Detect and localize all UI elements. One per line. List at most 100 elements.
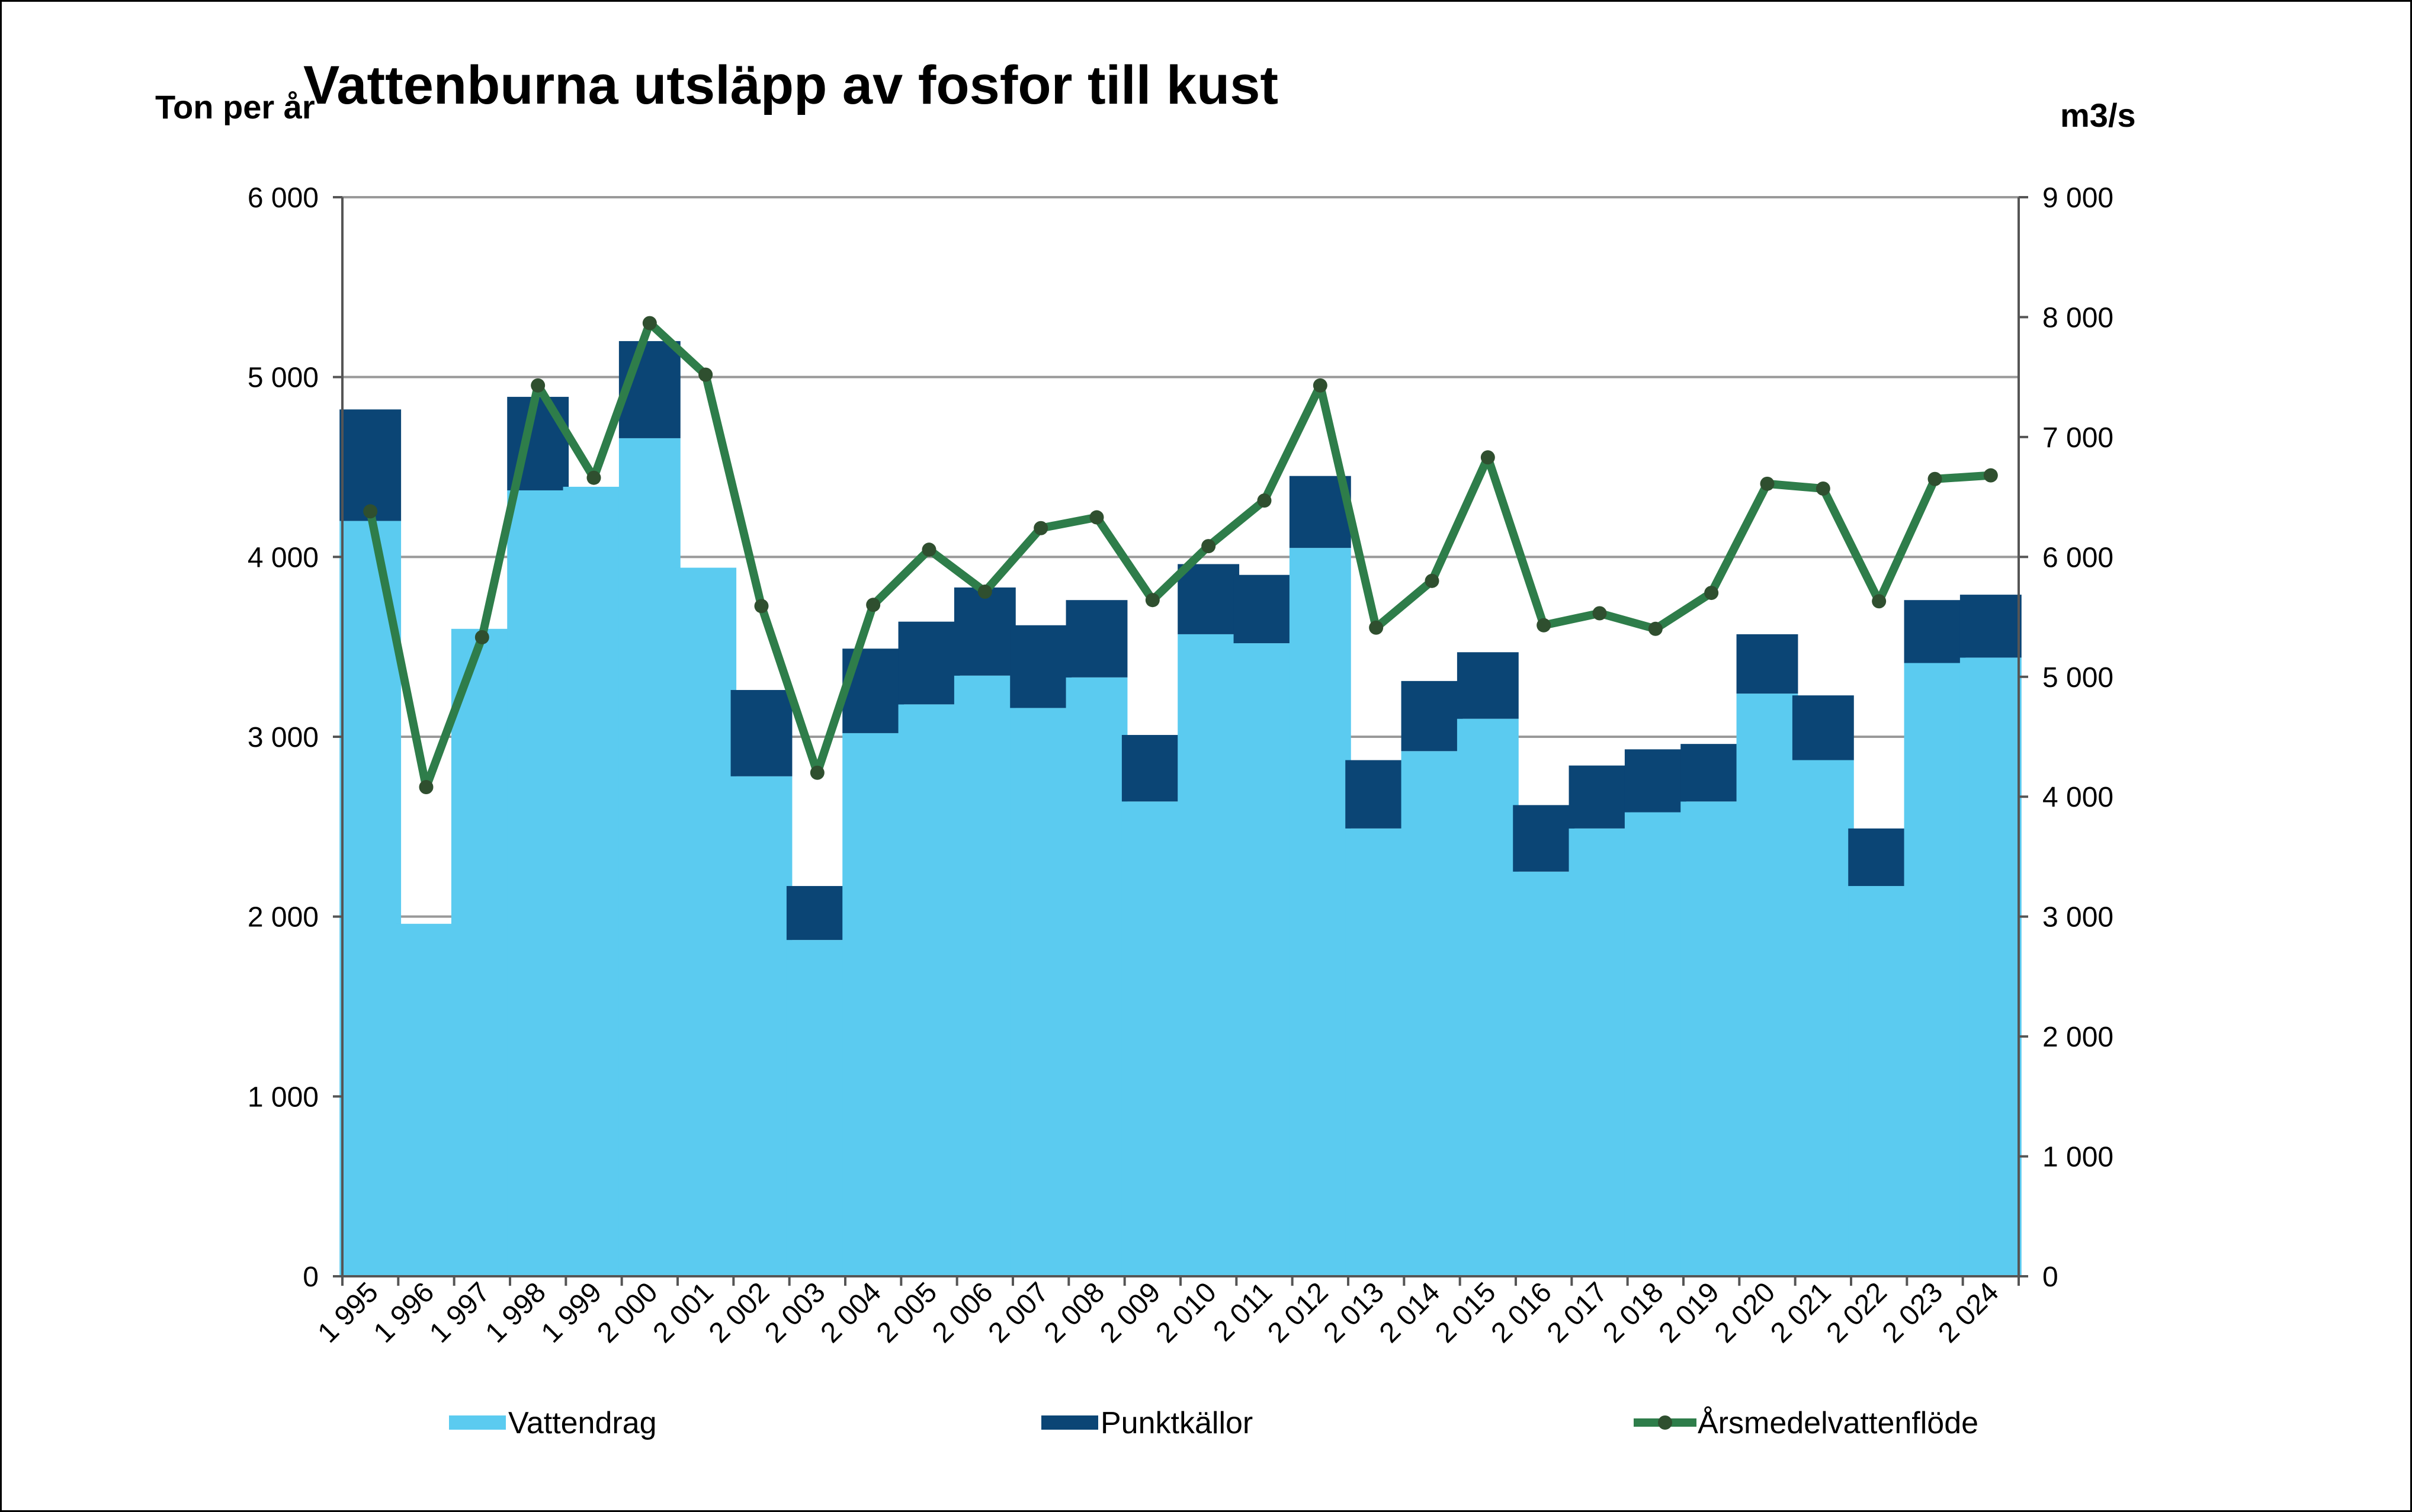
bar-punktkallor — [1848, 828, 1910, 887]
y-axis-left-label: Ton per år — [155, 88, 315, 126]
x-tick-label: 2 002 — [703, 1276, 775, 1349]
x-tick-label: 2 017 — [1541, 1276, 1614, 1349]
bar-vattendrag — [898, 704, 960, 1276]
flow-point — [698, 367, 713, 382]
legend: Vattendrag Punktkällor Årsmedelvattenflöde — [449, 1406, 1978, 1440]
bar-vattendrag — [1010, 708, 1072, 1276]
bar-punktkallor — [1792, 695, 1854, 760]
bar-vattendrag — [1289, 548, 1351, 1276]
bar-punktkallor — [1736, 634, 1798, 694]
y-right-tick-label: 6 000 — [2042, 542, 2113, 573]
flow-point — [1089, 510, 1104, 525]
bar-vattendrag — [1624, 812, 1686, 1276]
x-tick-label: 2 014 — [1374, 1276, 1446, 1349]
y-left-tick-label: 6 000 — [248, 182, 319, 214]
y-left-tick-label: 4 000 — [248, 542, 319, 573]
legend-label-vattendrag: Vattendrag — [508, 1406, 657, 1440]
bar-punktkallor — [1569, 765, 1631, 829]
bar-punktkallor — [1513, 805, 1575, 872]
x-tick-label: 2 005 — [871, 1276, 943, 1349]
y-left-tick-label: 5 000 — [248, 362, 319, 394]
x-tick-label: 2 009 — [1094, 1276, 1166, 1349]
bar-punktkallor — [786, 886, 848, 940]
bar-vattendrag — [786, 940, 848, 1276]
flow-point — [419, 780, 434, 795]
bar-vattendrag — [1345, 828, 1407, 1276]
bar-punktkallor — [1233, 574, 1295, 644]
bars — [339, 341, 2022, 1276]
bar-vattendrag — [1457, 718, 1519, 1276]
x-tick-label: 2 011 — [1207, 1276, 1278, 1347]
x-tick-label: 2 021 — [1765, 1276, 1837, 1349]
bar-punktkallor — [954, 587, 1016, 676]
flow-point — [1816, 481, 1830, 496]
bar-punktkallor — [1959, 595, 2022, 658]
flow-point — [642, 316, 657, 330]
x-tick-label: 2 018 — [1597, 1276, 1669, 1349]
flow-point — [1592, 606, 1607, 621]
bar-punktkallor — [1680, 744, 1743, 802]
flow-point — [1425, 573, 1439, 588]
x-tick-label: 2 001 — [647, 1276, 720, 1349]
bar-vattendrag — [842, 733, 904, 1276]
flow-point — [866, 598, 881, 612]
flow-point — [754, 599, 769, 614]
flow-series-line — [366, 319, 1991, 792]
x-tick-label: 2 015 — [1429, 1276, 1502, 1349]
bar-punktkallor — [1121, 734, 1183, 802]
bar-punktkallor — [730, 690, 793, 776]
bar-vattendrag — [1904, 663, 1966, 1276]
y-left-tick-label: 3 000 — [248, 722, 319, 753]
y-right-tick-label: 5 000 — [2042, 662, 2113, 694]
x-tick-label: 1 996 — [368, 1276, 440, 1349]
x-tick-label: 2 023 — [1877, 1276, 1949, 1349]
legend-label-punktkallor: Punktkällor — [1101, 1406, 1253, 1440]
x-tick-label: 2 006 — [926, 1276, 999, 1349]
flow-point — [1257, 493, 1272, 508]
bar-vattendrag — [395, 923, 457, 1276]
y-right-tick-label: 4 000 — [2042, 782, 2113, 813]
x-tick-label: 1 995 — [312, 1276, 384, 1349]
bar-vattendrag — [1401, 751, 1463, 1276]
flow-line — [363, 316, 1998, 795]
legend-marker-flow — [1658, 1415, 1672, 1430]
y-right-tick-label: 0 — [2042, 1261, 2058, 1293]
y-right-tick-label: 9 000 — [2042, 182, 2113, 214]
flow-point — [1983, 468, 1998, 483]
y-left-tick-label: 2 000 — [248, 902, 319, 933]
bar-punktkallor — [898, 621, 960, 705]
flow-point — [922, 542, 936, 557]
bar-vattendrag — [339, 521, 402, 1276]
flow-point — [1034, 521, 1048, 535]
x-tick-label: 2 003 — [759, 1276, 831, 1349]
bar-vattendrag — [618, 438, 681, 1276]
x-tick-label: 2 008 — [1038, 1276, 1111, 1349]
flow-point — [1369, 620, 1384, 635]
flow-point — [1201, 539, 1216, 554]
bar-punktkallor — [1066, 600, 1128, 678]
bar-vattendrag — [1513, 871, 1575, 1276]
flow-point — [363, 504, 378, 519]
x-tick-label: 1 997 — [424, 1276, 496, 1349]
bar-vattendrag — [1680, 801, 1743, 1276]
flow-point — [1760, 476, 1775, 491]
y-right-tick-label: 8 000 — [2042, 302, 2113, 333]
bar-vattendrag — [1569, 828, 1631, 1276]
x-tick-label: 2 012 — [1262, 1276, 1334, 1349]
flow-point — [1927, 471, 1942, 486]
bar-vattendrag — [1178, 634, 1240, 1276]
legend-swatch-vattendrag — [449, 1415, 506, 1430]
bar-punktkallor — [1178, 564, 1240, 634]
flow-point — [1872, 594, 1887, 609]
x-tick-label: 2 007 — [983, 1276, 1055, 1349]
x-tick-label: 2 016 — [1486, 1276, 1558, 1349]
bar-punktkallor — [1904, 600, 1966, 663]
flow-point — [1313, 378, 1327, 393]
bar-vattendrag — [563, 486, 625, 1276]
bar-vattendrag — [507, 490, 569, 1276]
y-right-tick-label: 3 000 — [2042, 902, 2113, 933]
flow-point — [1145, 593, 1160, 608]
flow-point — [1648, 621, 1663, 636]
bar-vattendrag — [954, 675, 1016, 1276]
flow-point — [1704, 586, 1719, 601]
